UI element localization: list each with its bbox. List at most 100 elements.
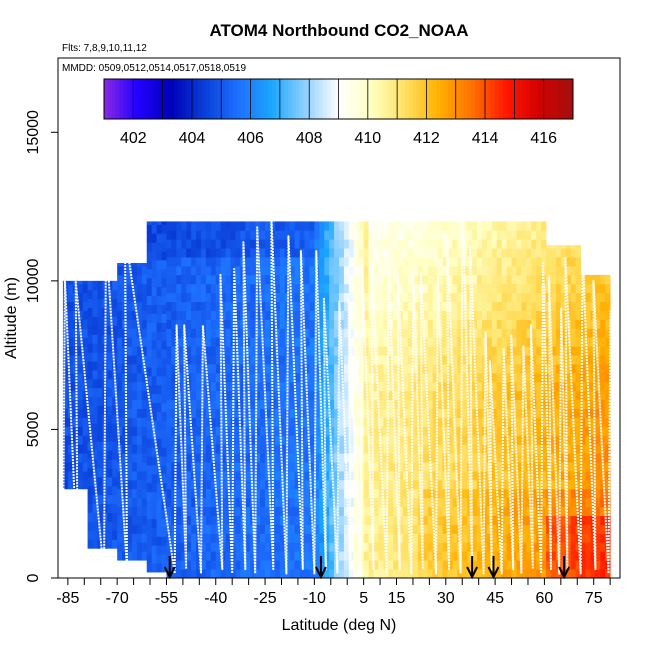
heatmap-cell — [314, 444, 320, 454]
heatmap-cell — [319, 230, 325, 240]
heatmap-cell — [136, 435, 143, 445]
heatmap-cell — [472, 542, 478, 552]
heatmap-cell — [437, 542, 443, 552]
heatmap-cell — [269, 221, 276, 231]
heatmap-cell — [205, 569, 212, 578]
heatmap-cell — [536, 399, 542, 410]
heatmap-cell — [383, 328, 389, 338]
heatmap-cell — [353, 524, 360, 534]
heatmap-cell — [467, 533, 473, 543]
heatmap-cell — [136, 453, 143, 463]
heatmap-cell — [186, 337, 192, 347]
heatmap-cell — [319, 274, 325, 285]
heatmap-cell — [427, 301, 434, 311]
heatmap-cell — [205, 515, 212, 525]
heatmap-cell — [605, 390, 611, 401]
heatmap-cell — [215, 488, 222, 499]
heatmap-cell — [462, 346, 468, 356]
heatmap-cell — [215, 515, 222, 525]
heatmap-cell — [161, 474, 167, 484]
heatmap-cell — [186, 364, 192, 374]
heatmap-cell — [575, 381, 581, 392]
heatmap-cell — [334, 301, 340, 311]
heatmap-cell — [393, 488, 399, 499]
heatmap-cell — [403, 569, 409, 578]
heatmap-cell — [511, 497, 517, 508]
heatmap-cell — [541, 381, 547, 392]
heatmap-cell — [580, 364, 586, 374]
heatmap-cell — [442, 310, 448, 320]
heatmap-cell — [408, 221, 414, 231]
heatmap-cell — [200, 497, 207, 508]
heatmap-cell — [240, 266, 246, 276]
heatmap-cell — [151, 411, 157, 421]
heatmap-cell — [348, 497, 355, 508]
heatmap-cell — [299, 569, 305, 578]
heatmap-cell — [166, 453, 172, 463]
heatmap-cell — [324, 274, 330, 285]
heatmap-cell — [353, 301, 360, 311]
heatmap-cell — [131, 453, 138, 463]
heatmap-cell — [491, 230, 498, 240]
heatmap-cell — [334, 355, 340, 365]
heatmap-cell — [560, 257, 567, 267]
heatmap-cell — [127, 426, 133, 436]
heatmap-cell — [408, 337, 414, 347]
heatmap-cell — [324, 479, 330, 490]
heatmap-cell — [196, 372, 202, 383]
heatmap-cell — [225, 248, 231, 258]
heatmap-cell — [393, 283, 399, 294]
heatmap-cell — [210, 426, 217, 436]
heatmap-cell — [541, 346, 547, 356]
heatmap-cell — [585, 328, 591, 338]
heatmap-cell — [181, 479, 187, 490]
heatmap-cell — [230, 551, 236, 561]
heatmap-cell — [422, 408, 429, 418]
heatmap-cell — [570, 569, 577, 578]
colorbar-segment — [178, 79, 183, 119]
heatmap-cell — [403, 310, 409, 320]
heatmap-cell — [516, 399, 522, 410]
heatmap-cell — [388, 257, 394, 267]
heatmap-cell — [304, 248, 310, 258]
heatmap-cell — [432, 381, 438, 392]
heatmap-cell — [481, 292, 488, 303]
heatmap-cell — [521, 372, 527, 383]
heatmap-cell — [122, 283, 128, 294]
heatmap-cell — [398, 453, 404, 463]
heatmap-cell — [230, 274, 236, 285]
heatmap-cell — [205, 533, 212, 543]
heatmap-cell — [417, 560, 424, 570]
heatmap-cell — [437, 248, 443, 258]
heatmap-cell — [531, 506, 537, 516]
heatmap-cell — [151, 509, 157, 519]
heatmap-cell — [146, 527, 153, 537]
heatmap-cell — [210, 515, 217, 525]
heatmap-cell — [255, 328, 261, 338]
heatmap-cell — [304, 426, 310, 436]
heatmap-cell — [343, 381, 350, 392]
heatmap-cell — [151, 429, 157, 439]
heatmap-cell — [97, 387, 103, 398]
heatmap-cell — [605, 346, 611, 356]
heatmap-cell — [151, 331, 157, 341]
heatmap-cell — [388, 542, 394, 552]
heatmap-cell — [334, 533, 340, 543]
heatmap-cell — [373, 417, 379, 427]
heatmap-cell — [181, 274, 187, 285]
colorbar-segment — [397, 79, 402, 119]
heatmap-cell — [496, 230, 503, 240]
heatmap-cell — [442, 497, 448, 508]
heatmap-cell — [383, 417, 389, 427]
heatmap-cell — [279, 399, 286, 410]
heatmap-cell — [107, 432, 113, 442]
heatmap-cell — [191, 274, 197, 285]
heatmap-cell — [77, 453, 84, 463]
heatmap-cell — [373, 506, 379, 516]
heatmap-cell — [570, 292, 577, 303]
heatmap-cell — [107, 441, 113, 451]
heatmap-cell — [565, 266, 572, 276]
heatmap-cell — [526, 533, 532, 543]
heatmap-cell — [393, 417, 399, 427]
heatmap-cell — [334, 408, 340, 418]
